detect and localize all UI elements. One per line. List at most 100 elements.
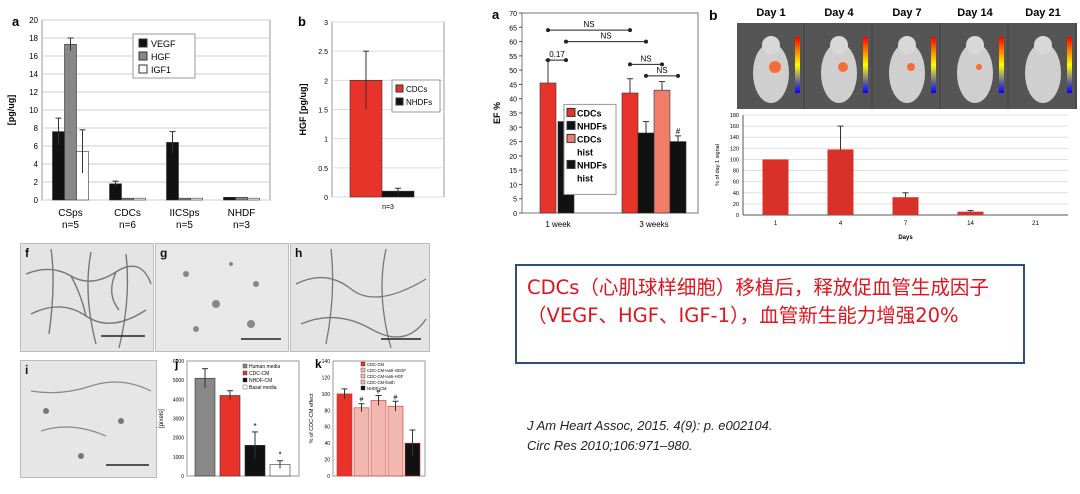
mouse-head xyxy=(1034,36,1052,54)
summary-note: CDCs（心肌球样细胞）移植后，释放促血管生成因子（VEGF、HGF、IGF-1… xyxy=(515,264,1025,364)
legend-label: CDC-CM+both xyxy=(367,380,395,385)
signal-spot xyxy=(769,61,781,73)
significance-marker: * xyxy=(278,451,281,460)
legend-swatch xyxy=(360,367,366,373)
y-tick-label: 6 xyxy=(34,142,39,151)
mouse-head xyxy=(762,36,780,54)
bar-vegf xyxy=(223,197,236,201)
mouse-head xyxy=(898,36,916,54)
chart-growth-factors: a02468101214161820[pg/ug]CSpsn=5CDCsn=6I… xyxy=(6,14,271,231)
y-tick-label: 45 xyxy=(509,82,517,89)
y-tick-label: 65 xyxy=(509,25,517,32)
y-tick-label: 40 xyxy=(509,97,517,104)
y-tick-label: 8 xyxy=(34,124,39,133)
x-tick-label: 4 xyxy=(839,221,843,227)
y-tick-label: 2 xyxy=(324,78,328,85)
bracket-end xyxy=(564,39,568,44)
y-tick-label: 25 xyxy=(509,140,517,147)
legend-label: IGF1 xyxy=(151,65,171,75)
y-tick-label: 180 xyxy=(730,113,739,119)
vessel-network-h xyxy=(291,244,429,351)
p-value-label: 0.17 xyxy=(549,50,565,59)
signal-spot xyxy=(907,63,915,71)
vessel-network-i xyxy=(21,361,156,477)
legend-label: CDCs xyxy=(406,85,427,94)
y-tick-label: 0 xyxy=(327,474,330,480)
bar-nhdfs xyxy=(637,132,655,214)
significance-marker: # xyxy=(377,389,381,396)
y-tick-label: 20 xyxy=(324,458,330,464)
bracket-end xyxy=(676,73,680,78)
y-tick-label: 5000 xyxy=(173,378,184,384)
y-tick-label: 60 xyxy=(733,180,739,186)
y-tick-label: 40 xyxy=(324,441,330,447)
bar xyxy=(336,393,353,477)
panel-label-a2: a xyxy=(492,7,500,22)
bar xyxy=(762,159,789,215)
x-tick-label: 21 xyxy=(1032,221,1039,227)
significance-marker: # xyxy=(360,397,364,404)
color-scale xyxy=(795,37,800,93)
y-tick-label: 120 xyxy=(322,375,331,381)
y-axis-label: % of day 1 signal xyxy=(715,144,721,186)
mouse-body xyxy=(889,43,925,103)
y-tick-label: 70 xyxy=(509,11,517,18)
micrograph-f: f xyxy=(20,243,154,352)
panel-label-b2: b xyxy=(709,7,718,23)
y-tick-label: 120 xyxy=(730,146,739,152)
legend-swatch xyxy=(242,377,248,383)
bar-hgf xyxy=(235,197,248,201)
legend-label: CDCs xyxy=(577,108,602,118)
x-axis-label: n=3 xyxy=(382,204,394,211)
y-tick-label: 18 xyxy=(29,34,38,43)
y-tick-label: 1000 xyxy=(173,455,184,461)
legend-label: NHDF-CM xyxy=(367,386,387,391)
color-scale xyxy=(931,37,936,93)
legend-label: Human media xyxy=(249,364,280,370)
mouse-body xyxy=(821,43,857,103)
mouse-body xyxy=(1025,43,1061,103)
y-axis-label: [pg/ug] xyxy=(6,95,16,126)
ns-label: NS xyxy=(583,20,594,29)
y-tick-label: 1 xyxy=(324,137,328,144)
significance-marker: # xyxy=(644,113,649,122)
x-tick-label: n=6 xyxy=(119,220,136,231)
y-tick-label: 40 xyxy=(733,191,739,197)
y-tick-label: 3000 xyxy=(173,417,184,423)
bracket-end xyxy=(644,73,648,78)
legend-swatch xyxy=(242,370,248,376)
y-tick-label: 140 xyxy=(730,135,739,141)
signal-spot xyxy=(976,64,982,70)
panel-label-i: i xyxy=(25,363,29,377)
y-tick-label: 50 xyxy=(509,68,517,75)
legend-label: CDC-CM+anti-HGF xyxy=(367,374,404,379)
y-tick-label: 3 xyxy=(324,20,328,27)
chart-ef: a 0 5 10 15 20 25 30 35 40 45 50 55 60 65 70 EF % 1 week 3… xyxy=(492,7,699,229)
bracket-end xyxy=(546,58,550,63)
legend-swatch xyxy=(138,51,148,61)
x-tick-label: 3 weeks xyxy=(639,220,668,229)
x-tick-label: n=3 xyxy=(233,220,250,231)
x-tick-label: IICSps xyxy=(169,208,199,219)
y-tick-label: 0 xyxy=(513,211,517,218)
legend-label: CDCs xyxy=(577,134,602,144)
bar-igf1 xyxy=(190,197,203,201)
signal-spot xyxy=(838,62,848,72)
y-tick-label: 0 xyxy=(181,474,184,480)
legend-swatch xyxy=(138,38,148,48)
y-tick-label: 60 xyxy=(324,425,330,431)
y-tick-label: 16 xyxy=(29,52,38,61)
y-tick-label: 4 xyxy=(34,160,39,169)
y-tick-label: 0 xyxy=(34,196,39,205)
y-tick-label: 4000 xyxy=(173,397,184,403)
day-label: Day 1 xyxy=(756,7,786,19)
bracket-end xyxy=(660,62,664,67)
vessel-network-g xyxy=(156,244,288,351)
y-tick-label: 10 xyxy=(29,106,38,115)
y-tick-label: 60 xyxy=(509,40,517,47)
bar xyxy=(194,377,216,477)
y-tick-label: 14 xyxy=(29,70,38,79)
bar xyxy=(370,400,387,477)
mouse-head xyxy=(966,36,984,54)
